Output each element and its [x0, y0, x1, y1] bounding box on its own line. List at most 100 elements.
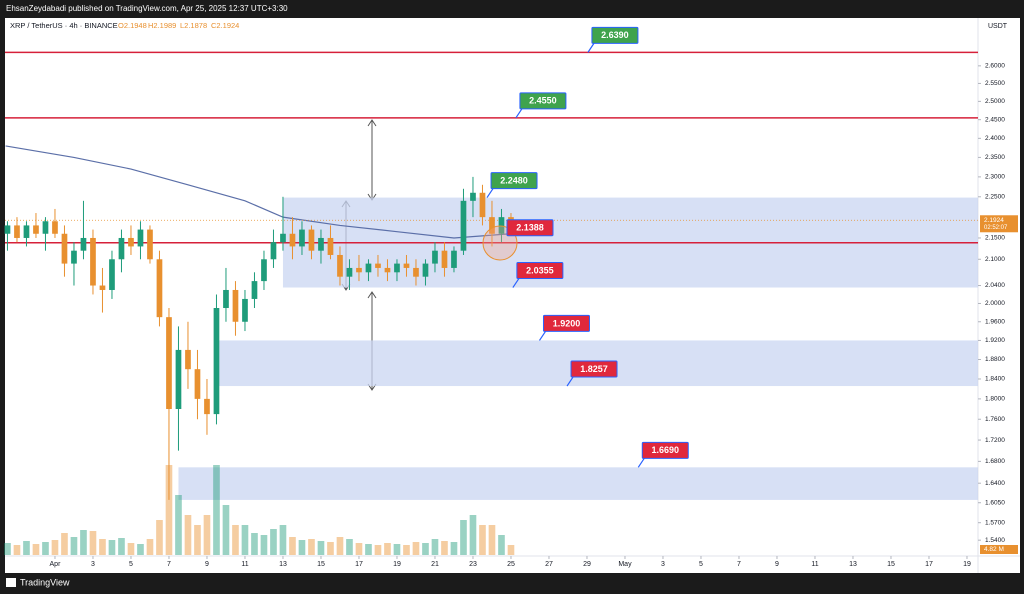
- level-box: [519, 92, 567, 110]
- y-tick-label: 1.7200: [985, 437, 1005, 444]
- volume-box: [980, 545, 1018, 554]
- x-tick-label: 17: [355, 561, 363, 568]
- publisher: EhsanZeydabadi published on TradingView.…: [6, 4, 288, 13]
- volume-bar: [99, 539, 106, 555]
- candle-body: [71, 250, 77, 264]
- x-tick-label: 7: [167, 561, 171, 568]
- candle-body: [432, 250, 438, 264]
- candle-body: [23, 225, 30, 238]
- brand-logo: [6, 578, 16, 587]
- candle-body: [33, 225, 39, 234]
- volume-bar: [4, 543, 11, 555]
- candle-body: [470, 192, 476, 201]
- candle-body: [156, 259, 163, 318]
- candle-body: [213, 308, 220, 415]
- candle-body: [166, 317, 172, 410]
- volume-bar: [184, 515, 192, 555]
- y-tick-label: 1.5400: [985, 537, 1005, 544]
- x-tick-label: 7: [737, 561, 741, 568]
- x-tick-label: 9: [205, 561, 209, 568]
- x-tick-label: 27: [545, 561, 553, 568]
- y-tick-label: 1.8800: [985, 356, 1005, 363]
- x-tick-label: 3: [661, 561, 665, 568]
- y-tick-label: 2.2500: [985, 194, 1005, 201]
- volume-bar: [317, 541, 325, 555]
- volume-bar: [479, 525, 486, 555]
- volume-bar: [156, 520, 163, 555]
- candle-body: [299, 229, 305, 247]
- y-tick-label: 1.8000: [985, 396, 1005, 403]
- candle-body: [185, 349, 191, 370]
- candle-body: [479, 192, 486, 218]
- volume-bar: [393, 544, 401, 555]
- callout: [637, 457, 645, 468]
- level-box: [506, 219, 554, 237]
- candle-body: [441, 250, 448, 268]
- candle-body: [451, 250, 457, 268]
- y-tick-label: 1.9200: [985, 337, 1005, 344]
- volume-bar: [175, 495, 182, 555]
- volume-bar: [327, 542, 334, 555]
- candle-body: [90, 237, 96, 286]
- level-label: 2.1388: [516, 223, 544, 233]
- volume-bar: [232, 525, 239, 555]
- volume-bar: [507, 545, 515, 555]
- volume-bar: [203, 515, 211, 555]
- candle-body: [375, 263, 381, 268]
- y-tick-label: 1.6400: [985, 480, 1005, 487]
- candle-body: [346, 267, 353, 277]
- volume-bar: [51, 540, 59, 555]
- y-tick-label: 2.3500: [985, 154, 1005, 161]
- ohlc-value: L2.1878: [180, 21, 207, 30]
- price-box: [980, 215, 1018, 233]
- candle-body: [289, 233, 296, 247]
- level-box: [542, 314, 590, 332]
- candle-body: [109, 259, 115, 290]
- candle-body: [422, 263, 429, 277]
- zone: [178, 467, 978, 500]
- volume-bar: [289, 537, 296, 555]
- volume-bar: [137, 544, 144, 555]
- y-tick-label: 2.5000: [985, 98, 1005, 105]
- x-tick-label: 13: [849, 561, 857, 568]
- volume-bar: [13, 545, 21, 555]
- volume-bar: [441, 541, 448, 555]
- candle-body: [42, 221, 49, 234]
- volume-bar: [23, 541, 30, 555]
- moving-average: [5, 145, 512, 239]
- volume-bar: [42, 542, 49, 555]
- level-label: 2.2480: [500, 175, 528, 185]
- volume-bar: [146, 539, 154, 555]
- candle-body: [128, 237, 134, 247]
- volume-bar: [270, 529, 277, 555]
- level-box: [641, 441, 689, 459]
- callout: [486, 188, 494, 198]
- y-axis-label: USDT: [988, 23, 1008, 30]
- volume-bar: [488, 525, 496, 555]
- volume-bar: [308, 539, 315, 555]
- candle-body: [14, 225, 20, 238]
- callout: [538, 331, 546, 341]
- x-tick-label: 15: [317, 561, 325, 568]
- candle-body: [403, 263, 410, 268]
- candle-body: [99, 285, 106, 290]
- y-tick-label: 2.4000: [985, 135, 1005, 142]
- candle-body: [61, 233, 68, 264]
- y-tick-label: 2.1500: [985, 235, 1005, 242]
- ohlc-value: H2.1989: [148, 21, 176, 30]
- volume-label: 4.82 M: [984, 546, 1004, 553]
- candle-body: [223, 289, 229, 309]
- brand: TradingView: [20, 577, 70, 587]
- y-tick-label: 1.8400: [985, 376, 1005, 383]
- volume-bar: [251, 533, 258, 555]
- candle-body: [327, 237, 334, 255]
- candle-body: [261, 259, 267, 282]
- y-tick-label: 2.1000: [985, 256, 1005, 263]
- volume-bar: [384, 543, 391, 555]
- volume-bar: [80, 530, 87, 555]
- x-tick-label: 29: [583, 561, 591, 568]
- callout: [515, 108, 523, 119]
- level-label: 1.6690: [652, 445, 680, 455]
- candle-body: [204, 398, 210, 415]
